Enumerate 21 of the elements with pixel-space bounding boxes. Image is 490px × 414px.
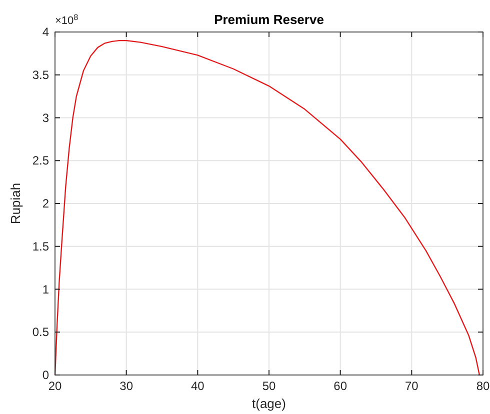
y-tick-label: 3.5 — [32, 68, 50, 82]
x-tick-label: 70 — [404, 379, 419, 393]
y-tick-label: 2.5 — [32, 154, 50, 168]
x-tick-label: 20 — [48, 379, 62, 393]
x-tick-label: 50 — [262, 379, 276, 393]
x-tick-label: 30 — [120, 379, 134, 393]
x-tick-label: 60 — [334, 379, 348, 393]
y-tick-label: 1 — [42, 282, 50, 296]
text: ×10$^{8}$ — [55, 12, 79, 27]
x-tick-label: 40 — [190, 379, 205, 393]
y-tick-label: 1.5 — [32, 239, 50, 254]
x-tick-label: 80 — [476, 379, 490, 393]
y-tick-label: 0 — [42, 368, 50, 382]
y-tick-label: 0.5 — [32, 325, 50, 340]
x-axis-title: t(age) — [252, 396, 286, 411]
y-tick-label: 4 — [42, 25, 50, 39]
y-tick-label: 3 — [42, 110, 50, 125]
y-tick-label: 2 — [42, 196, 50, 210]
y-axis-title: Rupiah — [8, 182, 23, 224]
line-series — [54, 40, 480, 376]
chart-title: Premium Reserve — [214, 12, 324, 27]
